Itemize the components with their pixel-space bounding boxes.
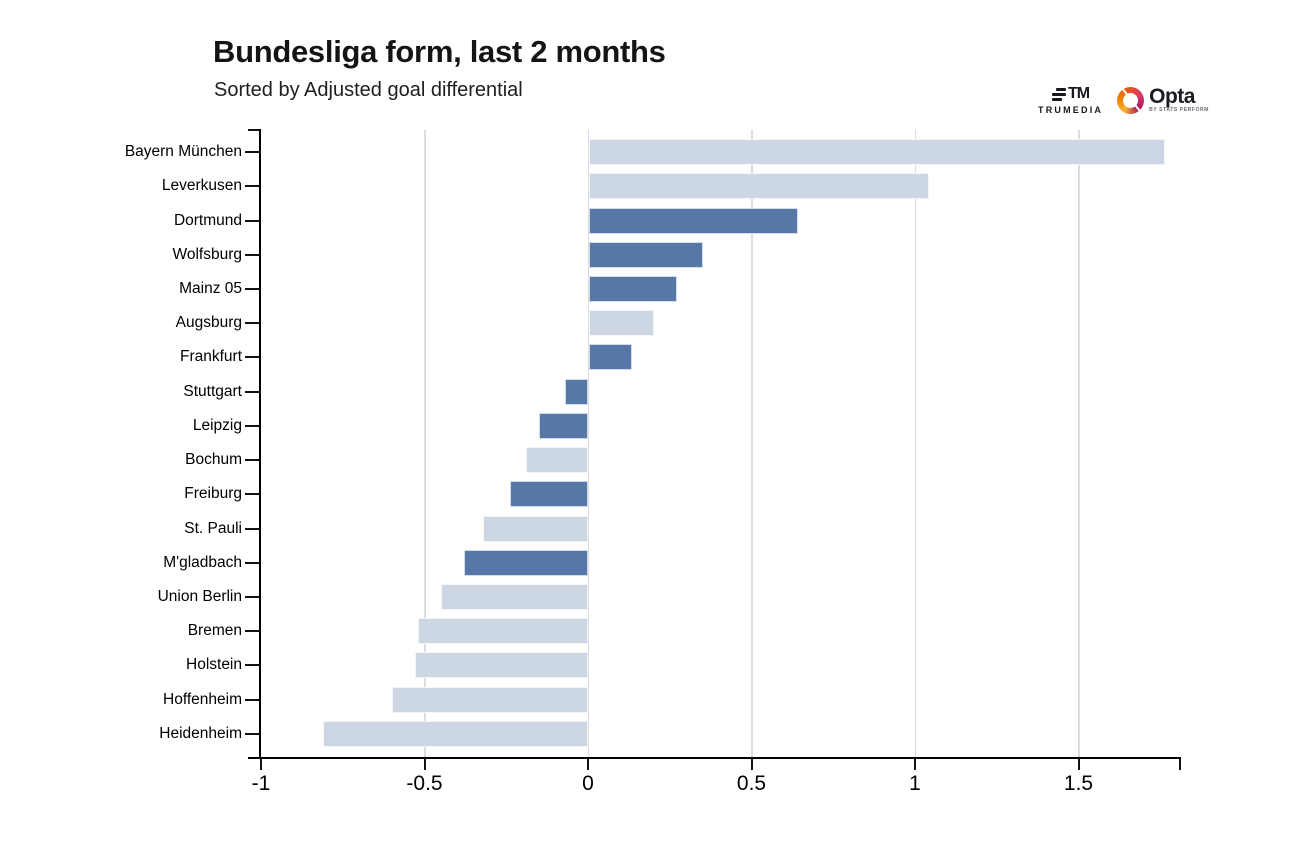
x-tick-label-1: 1 xyxy=(909,772,921,795)
y-tick-leipzig xyxy=(245,424,259,427)
x-tick-label-1.5: 1.5 xyxy=(1063,772,1094,795)
bar-union-berlin xyxy=(440,584,588,610)
bar-freiburg xyxy=(509,481,588,508)
team-label-freiburg: Freiburg xyxy=(184,485,242,503)
trumedia-tm-glyph: TM xyxy=(1068,85,1090,102)
y-tick-holstein xyxy=(245,664,259,667)
team-label-augsburg: Augsburg xyxy=(175,314,242,332)
team-label-heidenheim: Heidenheim xyxy=(159,724,242,742)
opta-ring-icon xyxy=(1117,86,1145,114)
x-tick-label--0.5: -0.5 xyxy=(406,772,443,795)
y-tick-bochum xyxy=(245,459,259,462)
gridline-1 xyxy=(914,130,916,758)
x-tick-0 xyxy=(587,758,589,770)
x-tick--1 xyxy=(260,758,262,770)
x-axis-end-tick xyxy=(1179,758,1181,770)
y-tick-dortmund xyxy=(245,219,259,222)
bar-m-gladbach xyxy=(463,549,588,576)
bar-holstein xyxy=(414,652,588,679)
team-label-leipzig: Leipzig xyxy=(192,416,242,434)
opta-wordmark: Opta xyxy=(1149,85,1195,108)
team-label-bayern-m-nchen: Bayern München xyxy=(124,143,242,161)
team-label-mainz-05: Mainz 05 xyxy=(179,280,242,297)
chart-title: Bundesliga form, last 2 months xyxy=(213,34,666,69)
opta-tagline: BY STATS PERFORM xyxy=(1149,107,1209,113)
bar-bayern-m-nchen xyxy=(589,139,1165,166)
team-label-union-berlin: Union Berlin xyxy=(157,588,242,605)
trumedia-logo: TM TRUMEDIA xyxy=(1038,85,1103,115)
team-label-holstein: Holstein xyxy=(186,656,242,674)
x-axis xyxy=(248,757,1181,759)
bar-frankfurt xyxy=(589,344,632,371)
team-label-wolfsburg: Wolfsburg xyxy=(172,245,243,263)
x-tick-1 xyxy=(914,758,916,770)
y-axis-end-tick xyxy=(248,129,260,131)
bar-mainz-05 xyxy=(589,276,678,302)
team-label-bremen: Bremen xyxy=(187,622,242,640)
y-tick-heidenheim xyxy=(245,732,259,735)
team-label-leverkusen: Leverkusen xyxy=(161,177,242,195)
bar-leipzig xyxy=(538,412,588,439)
bar-wolfsburg xyxy=(589,241,704,268)
y-tick-augsburg xyxy=(245,322,259,325)
branding-area: TM TRUMEDIA Opta BY STATS PERFORM xyxy=(1038,78,1218,122)
bar-bremen xyxy=(417,618,588,645)
bar-heidenheim xyxy=(323,720,588,747)
y-tick-leverkusen xyxy=(245,185,259,188)
bar-st-pauli xyxy=(483,515,588,542)
x-tick-label--1: -1 xyxy=(251,772,271,795)
opta-logo: Opta BY STATS PERFORM xyxy=(1117,85,1209,114)
x-tick--0.5 xyxy=(423,758,426,770)
gridline-0 xyxy=(587,130,589,758)
y-tick-wolfsburg xyxy=(245,253,259,256)
chart-subtitle: Sorted by Adjusted goal differential xyxy=(214,79,523,101)
team-label-dortmund: Dortmund xyxy=(173,211,242,229)
gridline-0.5 xyxy=(751,130,753,758)
y-tick-freiburg xyxy=(245,493,259,496)
y-tick-stuttgart xyxy=(245,390,259,393)
x-tick-label-0: 0 xyxy=(582,772,594,795)
bar-augsburg xyxy=(589,310,655,337)
bar-leverkusen xyxy=(589,173,930,200)
y-tick-union-berlin xyxy=(245,596,259,598)
trumedia-bars-icon xyxy=(1052,87,1066,101)
y-tick-bayern-m-nchen xyxy=(245,151,259,154)
bar-dortmund xyxy=(589,207,799,234)
team-label-hoffenheim: Hoffenheim xyxy=(163,690,242,708)
y-axis xyxy=(259,129,261,758)
bar-hoffenheim xyxy=(391,686,588,713)
x-tick-label-0.5: 0.5 xyxy=(736,772,767,795)
trumedia-wordmark: TRUMEDIA xyxy=(1038,105,1104,115)
team-label-frankfurt: Frankfurt xyxy=(179,348,242,366)
team-label-stuttgart: Stuttgart xyxy=(183,382,242,400)
y-tick-st-pauli xyxy=(245,527,259,530)
y-tick-mainz-05 xyxy=(245,288,259,290)
bar-stuttgart xyxy=(565,378,588,405)
x-tick-1.5 xyxy=(1077,758,1080,770)
team-label-m-gladbach: M'gladbach xyxy=(163,553,242,571)
gridline--0.5 xyxy=(424,130,426,758)
team-label-st-pauli: St. Pauli xyxy=(184,519,242,537)
x-tick-0.5 xyxy=(750,758,753,770)
team-label-bochum: Bochum xyxy=(185,451,242,469)
y-tick-m-gladbach xyxy=(245,561,259,564)
y-tick-bremen xyxy=(245,630,259,633)
bar-bochum xyxy=(525,447,588,474)
trumedia-icon: TM xyxy=(1052,85,1090,103)
y-tick-hoffenheim xyxy=(245,698,259,701)
gridline-1.5 xyxy=(1078,130,1080,758)
y-tick-frankfurt xyxy=(245,356,259,359)
